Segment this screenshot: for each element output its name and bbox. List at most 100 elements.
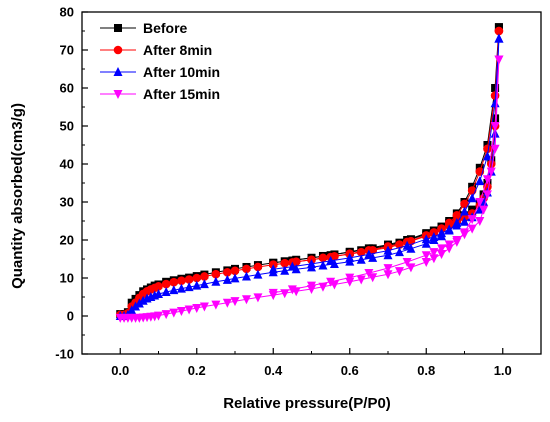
data-point xyxy=(402,258,412,268)
legend-label: After 15min xyxy=(143,86,220,102)
y-tick-label: 50 xyxy=(60,119,74,134)
data-point xyxy=(421,238,431,248)
legend-label: After 10min xyxy=(143,64,220,80)
data-point xyxy=(482,175,492,185)
data-point xyxy=(222,298,232,308)
data-point xyxy=(177,276,186,285)
data-point xyxy=(460,216,469,226)
x-tick-label: 1.0 xyxy=(494,363,512,378)
data-point xyxy=(154,288,163,298)
data-point xyxy=(154,311,163,321)
data-point xyxy=(444,224,454,234)
data-point xyxy=(402,240,412,250)
data-point xyxy=(280,265,290,275)
data-point xyxy=(211,300,221,310)
x-tick-label: 0.4 xyxy=(264,363,283,378)
data-point xyxy=(268,288,278,298)
data-point xyxy=(490,144,500,154)
data-point xyxy=(176,283,186,293)
data-point xyxy=(475,217,485,226)
data-point xyxy=(199,302,209,312)
data-point xyxy=(460,199,469,209)
data-point xyxy=(383,250,393,260)
data-point xyxy=(483,144,492,154)
data-point xyxy=(307,281,316,291)
data-point xyxy=(184,305,194,315)
x-axis-title: Relative pressure(P/P0) xyxy=(223,395,391,412)
legend: Before After 8min After 10min After 15min xyxy=(100,20,220,102)
data-point xyxy=(326,255,336,265)
legend-marker xyxy=(113,45,123,55)
data-point xyxy=(429,231,439,241)
data-point xyxy=(287,285,297,295)
data-point xyxy=(356,254,366,264)
data-point xyxy=(421,251,431,261)
y-tick-label: 40 xyxy=(60,157,74,172)
data-point xyxy=(230,273,240,283)
data-point xyxy=(475,198,485,207)
data-point xyxy=(211,269,221,279)
x-tick-label: 0.0 xyxy=(111,363,129,378)
legend-item: After 10min xyxy=(100,64,220,80)
x-tick-label: 0.8 xyxy=(417,363,435,378)
data-point xyxy=(452,211,462,220)
x-tick-label: 0.6 xyxy=(341,363,359,378)
data-point xyxy=(138,295,148,305)
data-point xyxy=(467,224,477,234)
data-point xyxy=(241,295,251,305)
data-point xyxy=(437,244,447,254)
data-point xyxy=(482,151,492,161)
data-point xyxy=(490,122,500,131)
data-point xyxy=(364,249,374,259)
series-layer xyxy=(115,23,504,323)
y-tick-label: 80 xyxy=(60,5,74,20)
legend-item: Before xyxy=(100,20,188,36)
legend-item: After 8min xyxy=(100,42,212,58)
data-point xyxy=(486,167,496,177)
data-point xyxy=(230,297,240,307)
data-point xyxy=(494,55,504,65)
legend-marker xyxy=(114,24,122,32)
data-point xyxy=(192,280,202,290)
y-tick-label: -10 xyxy=(55,347,74,362)
data-point xyxy=(242,264,251,274)
ticks-layer: 0.0 0.2 0.4 0.6 0.8 1.0 -10 0 10 20 30 40 50 60 70 80 xyxy=(55,5,512,379)
data-point xyxy=(364,269,374,279)
data-point xyxy=(318,260,328,270)
y-tick-label: 60 xyxy=(60,81,74,96)
data-point xyxy=(437,250,447,260)
data-point xyxy=(383,264,393,274)
y-tick-label: 20 xyxy=(60,233,74,248)
data-point xyxy=(368,273,378,283)
data-point xyxy=(253,293,263,303)
legend-marker xyxy=(113,67,123,76)
data-point xyxy=(169,277,179,287)
data-point xyxy=(169,308,179,318)
data-point xyxy=(329,258,339,268)
data-point xyxy=(222,274,232,284)
data-point xyxy=(345,252,355,262)
data-point xyxy=(326,277,336,287)
data-point xyxy=(200,272,209,281)
legend-item: After 15min xyxy=(100,86,220,102)
data-point xyxy=(479,205,489,215)
data-point xyxy=(467,193,477,203)
data-point xyxy=(460,206,469,216)
data-point xyxy=(176,307,186,317)
data-point xyxy=(161,279,171,289)
data-point xyxy=(452,220,462,230)
data-point xyxy=(490,98,500,108)
data-point xyxy=(429,254,439,264)
data-point xyxy=(482,190,492,200)
data-point xyxy=(307,258,316,268)
x-tick-label: 0.2 xyxy=(188,363,206,378)
data-point xyxy=(253,262,263,272)
data-point xyxy=(421,258,431,268)
legend-label: Before xyxy=(143,20,188,36)
adsorption-line xyxy=(120,38,500,317)
data-point xyxy=(211,276,221,286)
data-point xyxy=(421,234,431,244)
data-point xyxy=(318,282,328,292)
data-point xyxy=(161,310,171,320)
